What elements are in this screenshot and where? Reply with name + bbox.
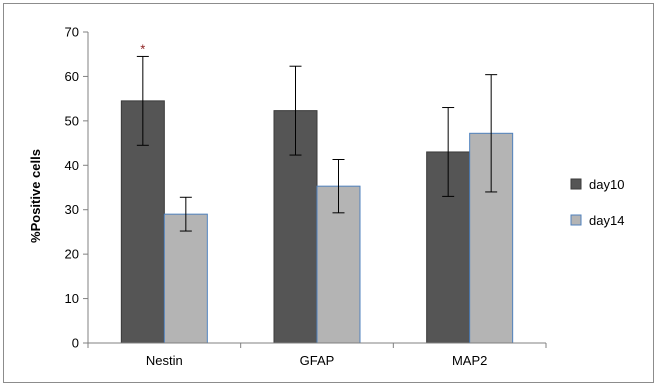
y-axis-label: %Positive cells: [28, 149, 43, 243]
y-tick-label: 40: [65, 158, 79, 173]
legend-swatch-day14: [570, 214, 582, 226]
y-tick-label: 60: [65, 69, 79, 84]
y-tick-label: 70: [65, 25, 79, 40]
x-tick-layer: Nestin GFAP MAP2: [87, 343, 547, 368]
y-tick-label: 0: [72, 336, 79, 351]
y-tick-label: 30: [65, 202, 79, 217]
y-tick-label: 10: [65, 291, 79, 306]
y-tick-label: 50: [65, 113, 79, 128]
significance-marker: *: [140, 41, 145, 56]
legend-swatch-day10: [570, 178, 582, 190]
x-tick-label: GFAP: [300, 353, 335, 368]
x-tick-label: Nestin: [146, 353, 183, 368]
legend-label-day14: day14: [589, 213, 624, 228]
y-tick-layer: 0 10 20 30 40 50 60 70: [65, 25, 88, 351]
legend: day10 day14: [570, 177, 624, 228]
bars-layer: [120, 100, 514, 344]
bar-day14-nestin: [163, 213, 208, 344]
y-tick-label: 20: [65, 247, 79, 262]
legend-label-day10: day10: [589, 177, 624, 192]
error-bars-layer: [136, 55, 498, 232]
x-tick-label: MAP2: [452, 353, 487, 368]
annotation-layer: *: [140, 41, 145, 56]
